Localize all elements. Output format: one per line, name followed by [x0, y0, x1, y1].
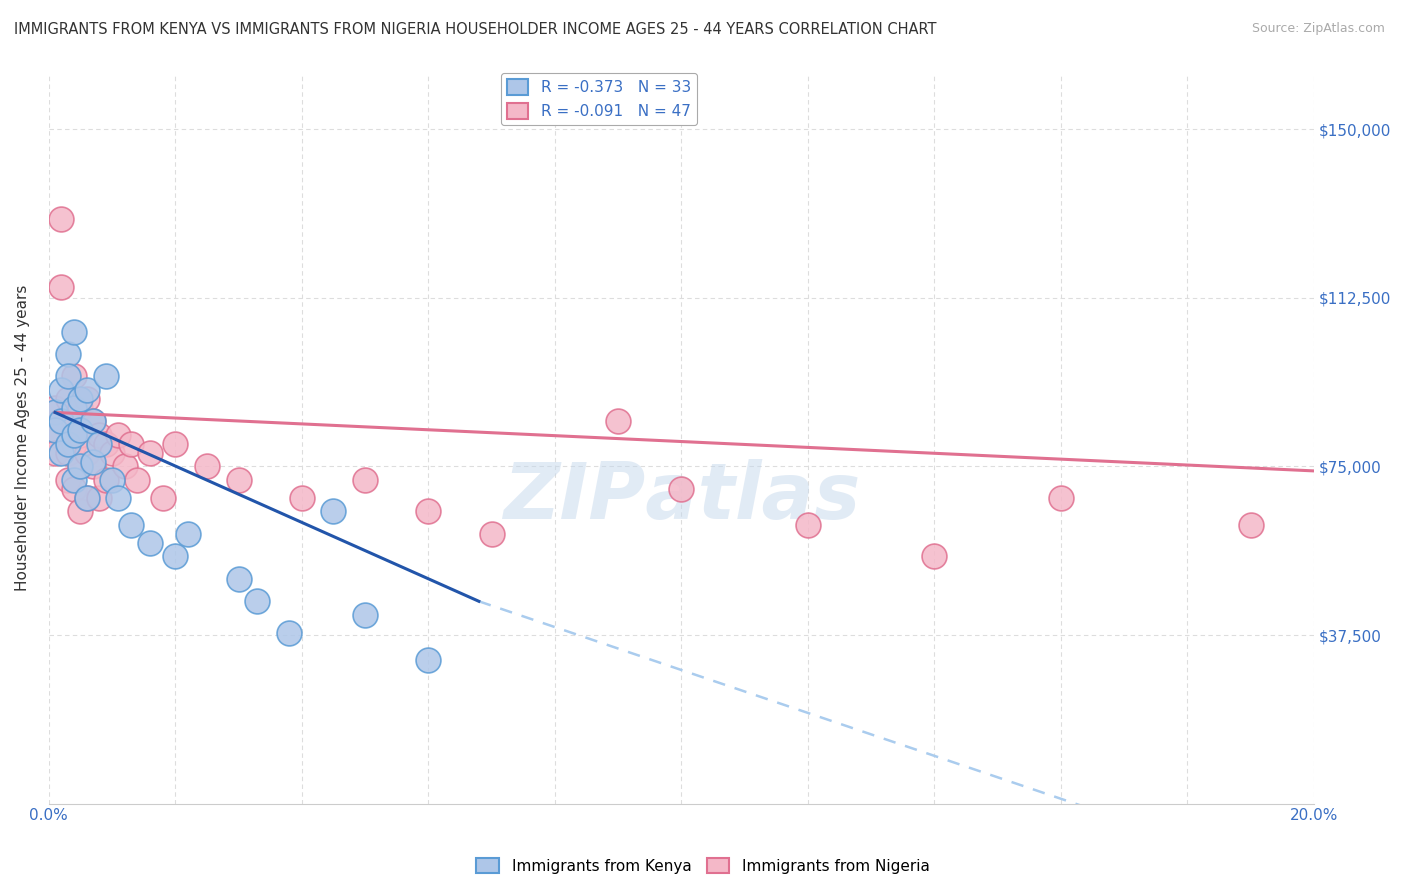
Point: [76, 491, 98, 505]
Point: [44, 424, 66, 438]
Point: [139, 446, 162, 460]
Point: [354, 473, 377, 487]
Point: [63, 325, 86, 339]
Text: ZIP​atlas: ZIP​atlas: [502, 458, 860, 534]
Point: [76, 491, 98, 505]
Point: [63, 473, 86, 487]
Text: IMMIGRANTS FROM KENYA VS IMMIGRANTS FROM NIGERIA HOUSEHOLDER INCOME AGES 25 - 44: IMMIGRANTS FROM KENYA VS IMMIGRANTS FROM…: [14, 22, 936, 37]
Point: [69, 401, 91, 415]
Y-axis label: Householder Income Ages 25 - 44 years: Householder Income Ages 25 - 44 years: [15, 285, 30, 591]
Point: [63, 437, 86, 451]
Point: [82, 414, 104, 428]
Point: [56, 347, 79, 361]
Legend: R = -0.373   N = 33, R = -0.091   N = 47: R = -0.373 N = 33, R = -0.091 N = 47: [501, 73, 697, 125]
Point: [165, 437, 187, 451]
Point: [246, 594, 269, 608]
Text: Source: ZipAtlas.com: Source: ZipAtlas.com: [1251, 22, 1385, 36]
Point: [127, 473, 149, 487]
Point: [322, 504, 344, 518]
Point: [51, 212, 73, 227]
Point: [195, 459, 218, 474]
Point: [120, 437, 142, 451]
Point: [418, 653, 440, 667]
Point: [94, 369, 117, 384]
Point: [44, 401, 66, 415]
Point: [94, 437, 117, 451]
Point: [1049, 491, 1071, 505]
Point: [56, 392, 79, 406]
Point: [177, 526, 200, 541]
Point: [63, 414, 86, 428]
Point: [44, 428, 66, 442]
Point: [107, 491, 129, 505]
Point: [139, 536, 162, 550]
Point: [107, 428, 129, 442]
Point: [101, 473, 124, 487]
Point: [56, 437, 79, 451]
Point: [114, 459, 136, 474]
Point: [51, 414, 73, 428]
Point: [76, 446, 98, 460]
Point: [354, 607, 377, 622]
Point: [89, 491, 111, 505]
Point: [69, 428, 91, 442]
Point: [69, 504, 91, 518]
Point: [152, 491, 174, 505]
Point: [797, 517, 820, 532]
Point: [69, 459, 91, 474]
Point: [481, 526, 503, 541]
Point: [44, 405, 66, 419]
Point: [63, 369, 86, 384]
Point: [120, 517, 142, 532]
Point: [82, 455, 104, 469]
Point: [51, 446, 73, 460]
Point: [63, 428, 86, 442]
Point: [607, 414, 630, 428]
Point: [44, 446, 66, 460]
Point: [228, 473, 250, 487]
Point: [82, 459, 104, 474]
Point: [89, 428, 111, 442]
Point: [228, 572, 250, 586]
Point: [63, 482, 86, 496]
Point: [51, 414, 73, 428]
Point: [671, 482, 693, 496]
Legend: Immigrants from Kenya, Immigrants from Nigeria: Immigrants from Kenya, Immigrants from N…: [470, 852, 936, 880]
Point: [69, 392, 91, 406]
Point: [51, 383, 73, 397]
Point: [56, 473, 79, 487]
Point: [76, 392, 98, 406]
Point: [94, 473, 117, 487]
Point: [63, 401, 86, 415]
Point: [82, 414, 104, 428]
Point: [56, 437, 79, 451]
Point: [56, 369, 79, 384]
Point: [278, 625, 301, 640]
Point: [165, 549, 187, 564]
Point: [76, 383, 98, 397]
Point: [291, 491, 314, 505]
Point: [418, 504, 440, 518]
Point: [101, 446, 124, 460]
Point: [89, 437, 111, 451]
Point: [51, 279, 73, 293]
Point: [69, 424, 91, 438]
Point: [1239, 517, 1261, 532]
Point: [922, 549, 945, 564]
Point: [69, 459, 91, 474]
Point: [56, 446, 79, 460]
